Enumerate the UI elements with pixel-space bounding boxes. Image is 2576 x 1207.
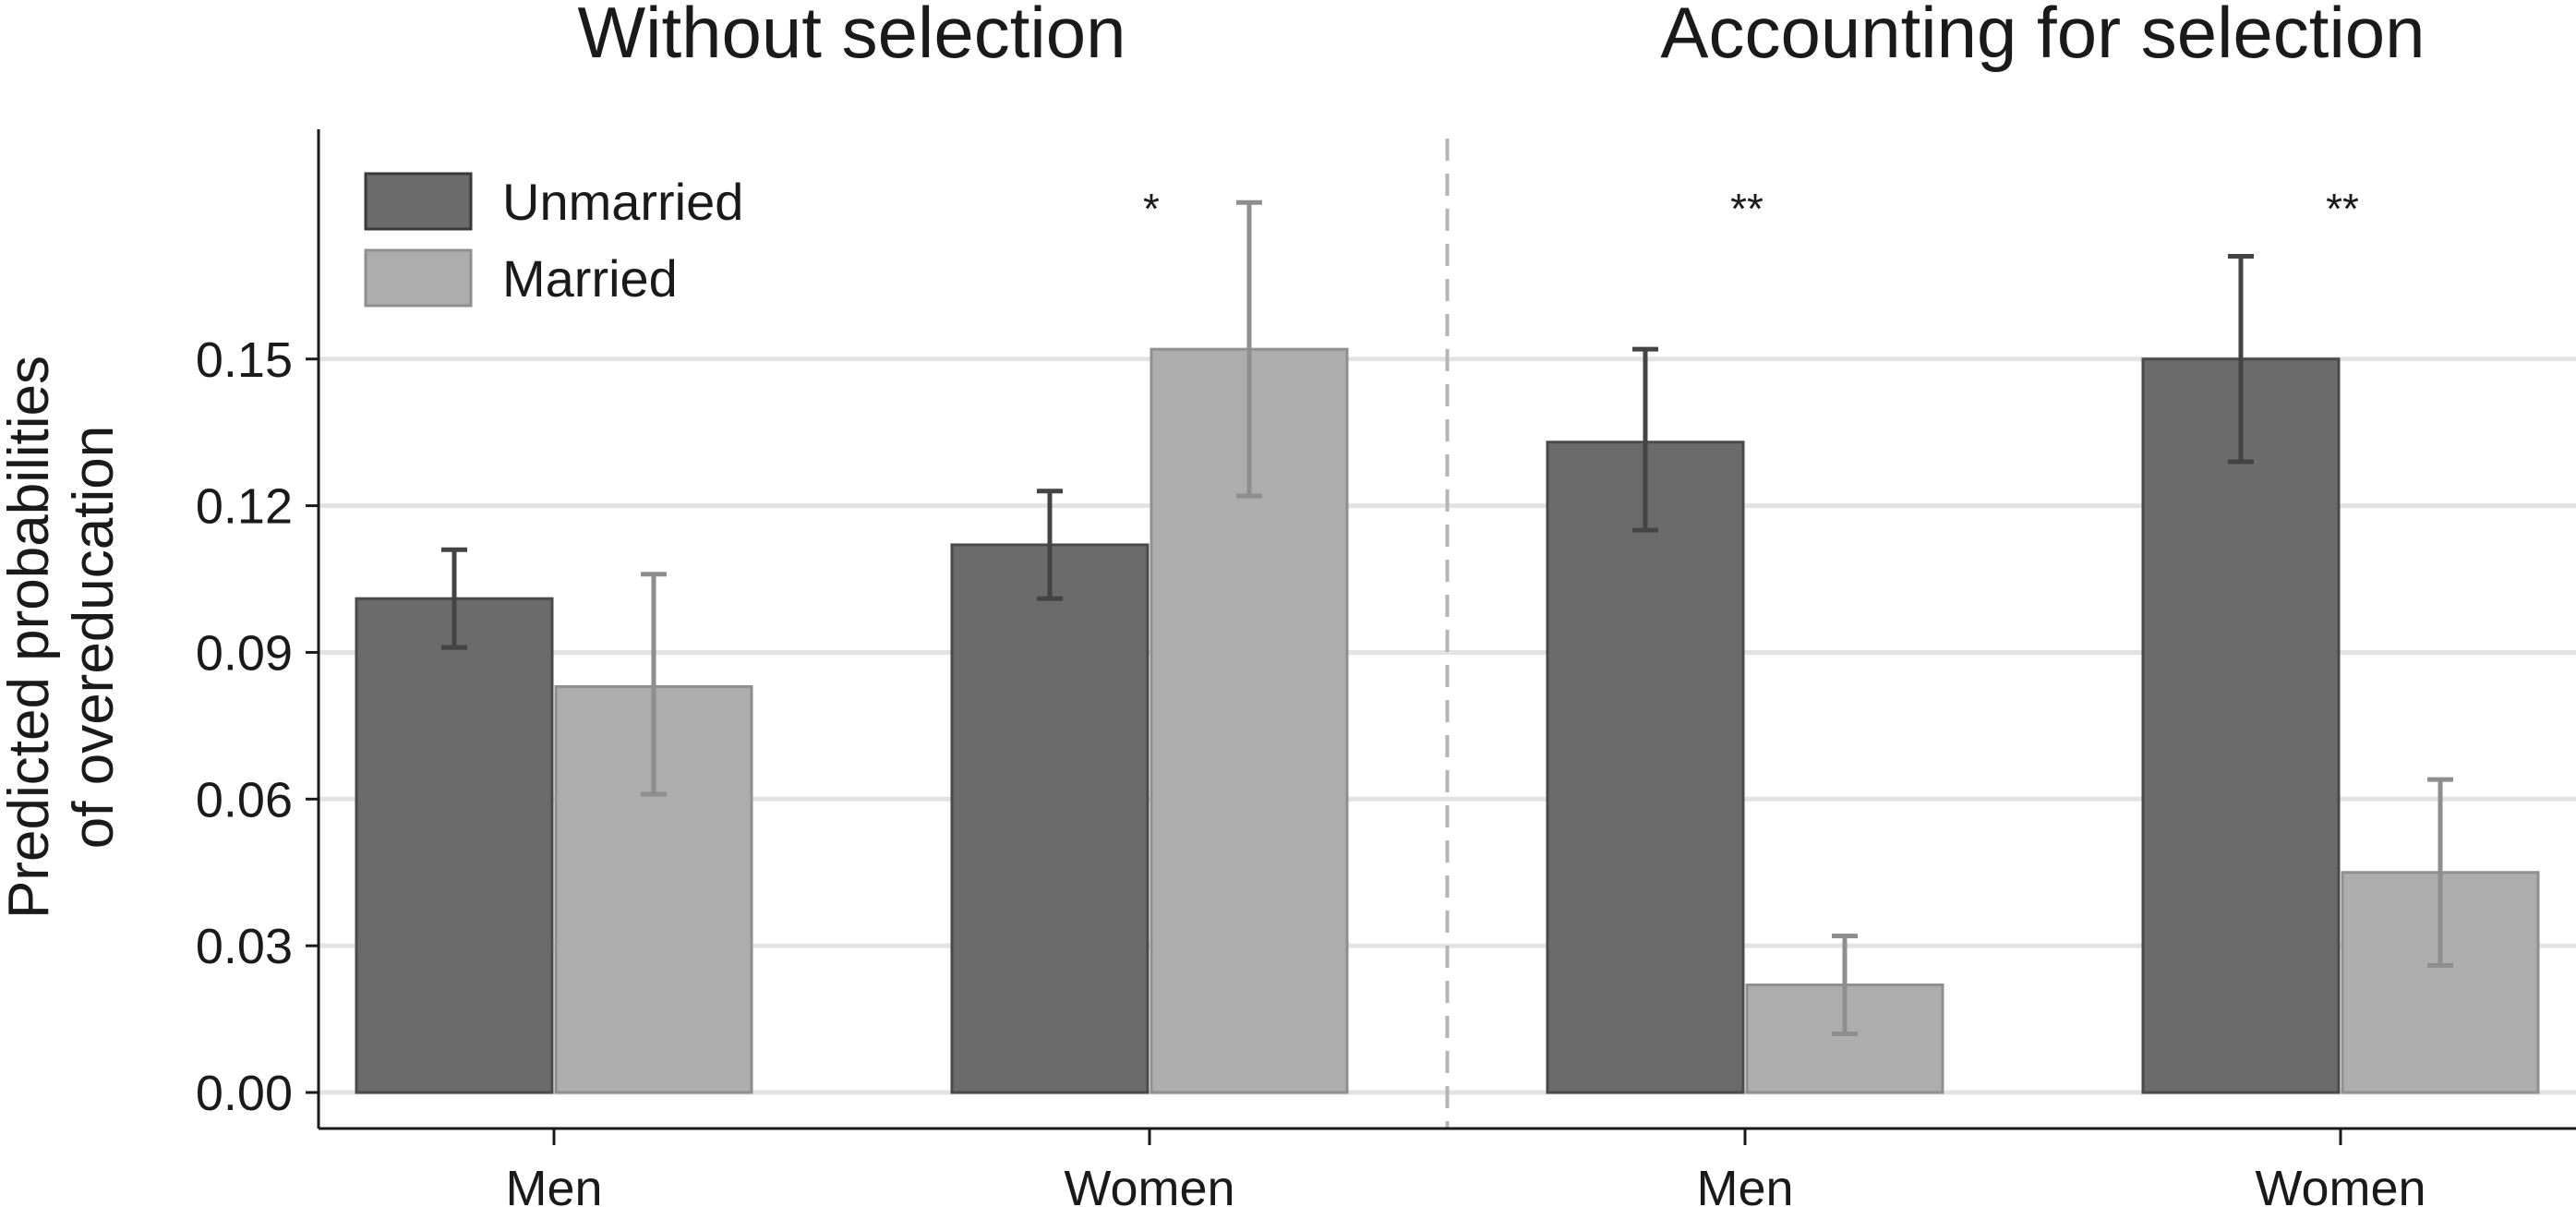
x-tick-label-1-1: Women [2255,1161,2426,1207]
y-tick-label-5: 0.15 [196,332,293,388]
significance-marker-0-1: * [1143,185,1160,233]
y-tick-label-4: 0.12 [196,479,293,535]
panel-title-1: Accounting for selection [1660,0,2425,73]
legend-swatch-married [364,248,473,308]
y-axis-label: Predicted probabilitiesof overeducation [0,356,126,919]
panel-title-0: Without selection [578,0,1126,73]
x-tick-label-0-1: Women [1064,1161,1234,1207]
legend-label-married: Married [502,249,678,308]
legend: Unmarried Married [364,172,743,308]
error-bars-layer [441,199,2453,1036]
bar-0-1-unmarried [950,543,1150,1094]
significance-marker-1-1: ** [2326,185,2359,233]
y-axis-label-line-1: of overeducation [62,426,126,849]
bar-1-1-unmarried [2141,357,2341,1094]
y-axis-label-line-0: Predicted probabilities [0,356,61,919]
significance-marker-1-0: ** [1730,185,1763,233]
legend-label-unmarried: Unmarried [502,173,743,231]
y-tick-label-3: 0.09 [196,625,293,681]
y-tick-label-2: 0.06 [196,772,293,827]
legend-swatch-unmarried [364,172,473,231]
labels: 0.00 0.03 0.06 0.09 0.12 0.15 Men Women Without … [0,0,2426,1207]
bar-0-0-unmarried [355,597,554,1094]
x-tick-label-1-0: Men [1696,1161,1793,1207]
axes [306,129,2576,1145]
bar-1-0-unmarried [1546,441,1745,1094]
significance-markers: * ** ** [1143,185,2359,233]
y-tick-label-0: 0.00 [196,1066,293,1121]
y-tick-label-1: 0.03 [196,919,293,974]
x-tick-label-0-0: Men [505,1161,602,1207]
